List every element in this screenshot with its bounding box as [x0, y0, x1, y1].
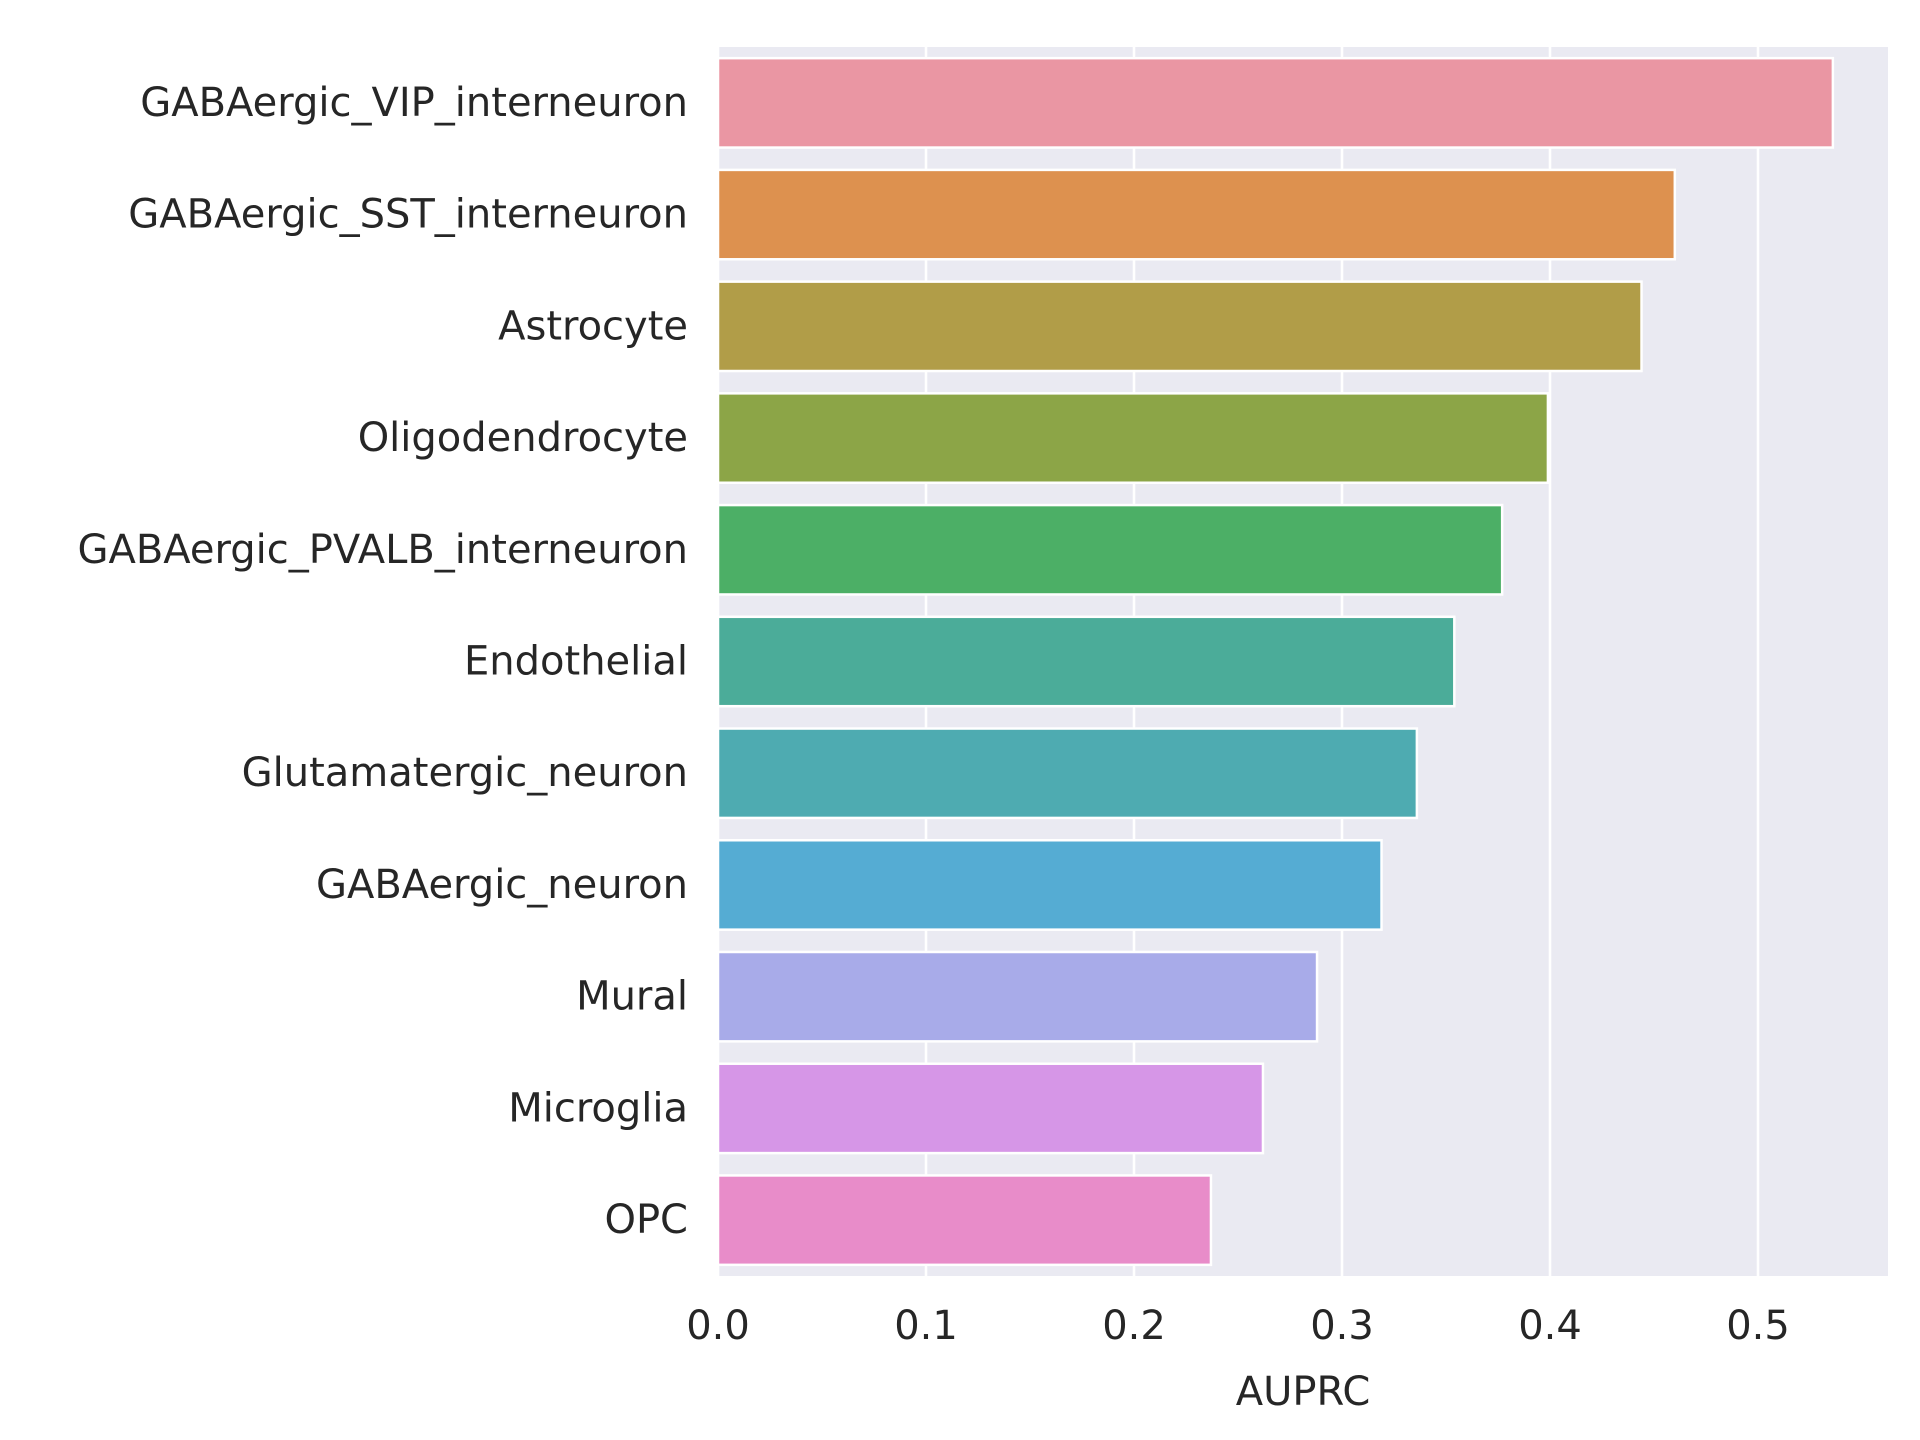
category-label: GABAergic_PVALB_interneuron [77, 527, 688, 573]
bar [716, 392, 1550, 484]
category-label: Oligodendrocyte [358, 415, 688, 461]
category-label: Glutamatergic_neuron [242, 750, 688, 796]
bar [716, 503, 1504, 596]
x-tick-labels: 0.0 0.1 0.2 0.3 0.4 0.5 [686, 1303, 1790, 1349]
x-axis-title: AUPRC [1236, 1369, 1371, 1415]
category-label: Astrocyte [498, 303, 688, 349]
category-labels: GABAergic_VIP_interneuron GABAergic_SST_i… [77, 80, 688, 1243]
bar [716, 280, 1643, 373]
bar [716, 1174, 1213, 1267]
bar [716, 839, 1383, 931]
bar [716, 950, 1319, 1043]
bar [716, 727, 1419, 820]
x-tick-label: 0.1 [894, 1303, 958, 1349]
category-label: GABAergic_SST_interneuron [128, 192, 688, 238]
bar [716, 56, 1835, 149]
category-label: Mural [576, 974, 688, 1020]
x-tick-label: 0.5 [1726, 1303, 1790, 1349]
bar [716, 168, 1677, 261]
bar [716, 615, 1456, 708]
x-tick-label: 0.2 [1102, 1303, 1166, 1349]
x-tick-label: 0.0 [686, 1303, 750, 1349]
x-tick-label: 0.3 [1310, 1303, 1374, 1349]
x-tick-label: 0.4 [1518, 1303, 1582, 1349]
bar [716, 1062, 1265, 1155]
category-label: Microglia [508, 1085, 688, 1131]
bars [716, 56, 1835, 1267]
category-label: GABAergic_VIP_interneuron [140, 80, 688, 126]
category-label: GABAergic_neuron [316, 862, 688, 908]
category-label: Endothelial [464, 639, 688, 685]
category-label: OPC [604, 1197, 688, 1243]
